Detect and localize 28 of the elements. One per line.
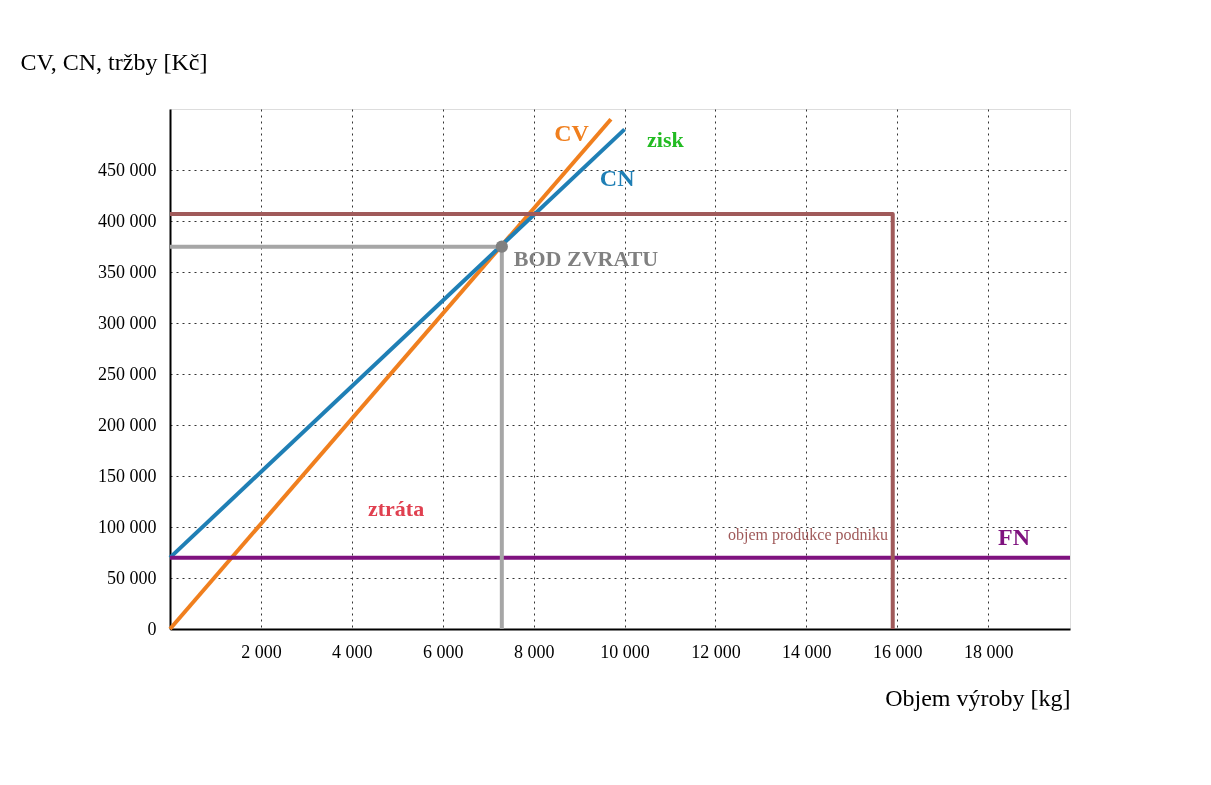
x-tick-label: 2 000 xyxy=(241,641,282,662)
x-tick-label: 8 000 xyxy=(513,641,555,662)
annotation: zisk xyxy=(647,127,685,153)
x-tick-label: 6 000 xyxy=(422,641,464,662)
annotation: ztráta xyxy=(368,496,425,522)
x-tick-label: 14 000 xyxy=(782,641,832,662)
y-tick-label: 350 000 xyxy=(98,261,157,282)
series-label: CN xyxy=(599,165,636,192)
x-tick-label: 18 000 xyxy=(963,641,1014,662)
y-axis-title: CV, CN, tržby [Kč] xyxy=(20,48,208,75)
annotation: BOD ZVRATU xyxy=(513,245,659,271)
x-tick-label: 10 000 xyxy=(600,641,650,662)
x-axis-title: Objem výroby [kg] xyxy=(885,684,1071,711)
y-tick-label: 250 000 xyxy=(98,363,157,384)
y-tick-label: 100 000 xyxy=(98,516,157,537)
x-tick-label: 12 000 xyxy=(691,641,741,662)
y-tick-label: 300 000 xyxy=(98,312,157,333)
series-label: FN xyxy=(998,523,1031,550)
annotation: objem produkce podniku xyxy=(728,526,888,545)
y-tick-label: 150 000 xyxy=(98,465,157,486)
y-tick-label: 450 000 xyxy=(98,159,157,180)
y-tick-label: 400 000 xyxy=(98,210,157,231)
series-label: CV xyxy=(554,120,590,147)
y-tick-label: 200 000 xyxy=(98,414,157,435)
y-tick-label: 50 000 xyxy=(107,567,157,588)
x-tick-label: 4 000 xyxy=(332,641,373,662)
y-tick-label: 0 xyxy=(147,618,157,639)
x-tick-label: 16 000 xyxy=(873,641,923,662)
